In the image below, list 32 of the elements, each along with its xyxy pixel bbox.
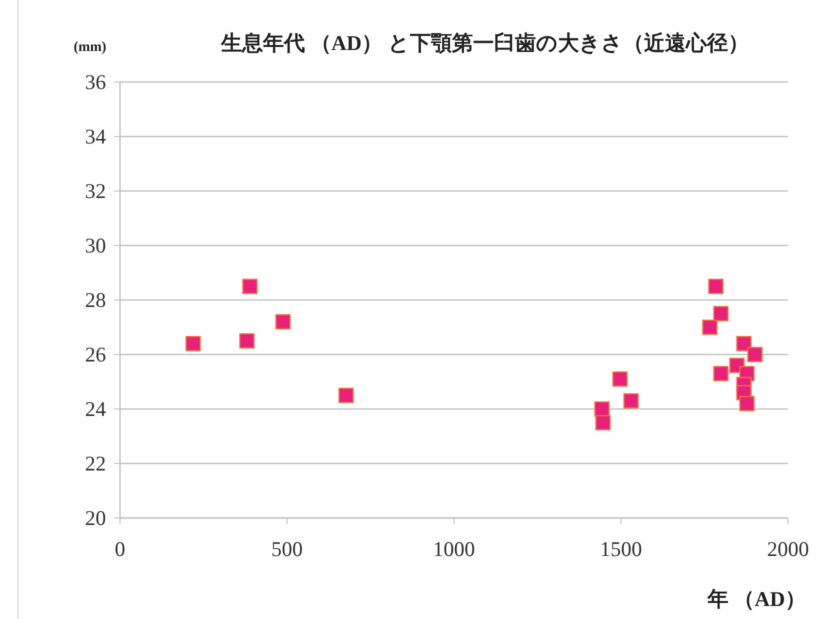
point	[612, 371, 628, 387]
point	[242, 278, 258, 294]
x-tick-label: 0	[114, 537, 126, 561]
point	[736, 336, 752, 352]
x-tick-label: 1000	[433, 537, 475, 561]
chart-title: 生息年代 （AD） と下顎第一臼歯の大きさ（近遠心径）	[220, 31, 749, 55]
point	[275, 314, 291, 330]
point	[185, 336, 201, 352]
x-tick-label: 500	[271, 537, 303, 561]
point	[708, 278, 724, 294]
y-tick-label: 36	[85, 70, 106, 94]
y-axis-title: (mm)	[74, 40, 107, 55]
y-tick-label: 22	[85, 452, 106, 476]
point	[747, 346, 763, 362]
x-tick-label: 1500	[600, 537, 642, 561]
point	[739, 396, 755, 412]
point	[713, 306, 729, 322]
point	[713, 366, 729, 382]
point	[338, 388, 354, 404]
y-tick-label: 34	[85, 124, 106, 148]
x-axis-title: 年 （AD）	[706, 587, 806, 611]
y-tick-label: 28	[85, 288, 106, 312]
point	[595, 414, 611, 430]
point	[702, 320, 718, 335]
y-tick-label: 20	[85, 506, 106, 530]
point	[239, 333, 255, 349]
y-tick-label: 24	[85, 397, 106, 421]
x-tick-label: 2000	[767, 537, 809, 561]
y-tick-label: 26	[85, 342, 106, 366]
point	[623, 393, 639, 408]
y-tick-label: 30	[85, 234, 106, 258]
y-tick-label: 32	[85, 179, 106, 203]
